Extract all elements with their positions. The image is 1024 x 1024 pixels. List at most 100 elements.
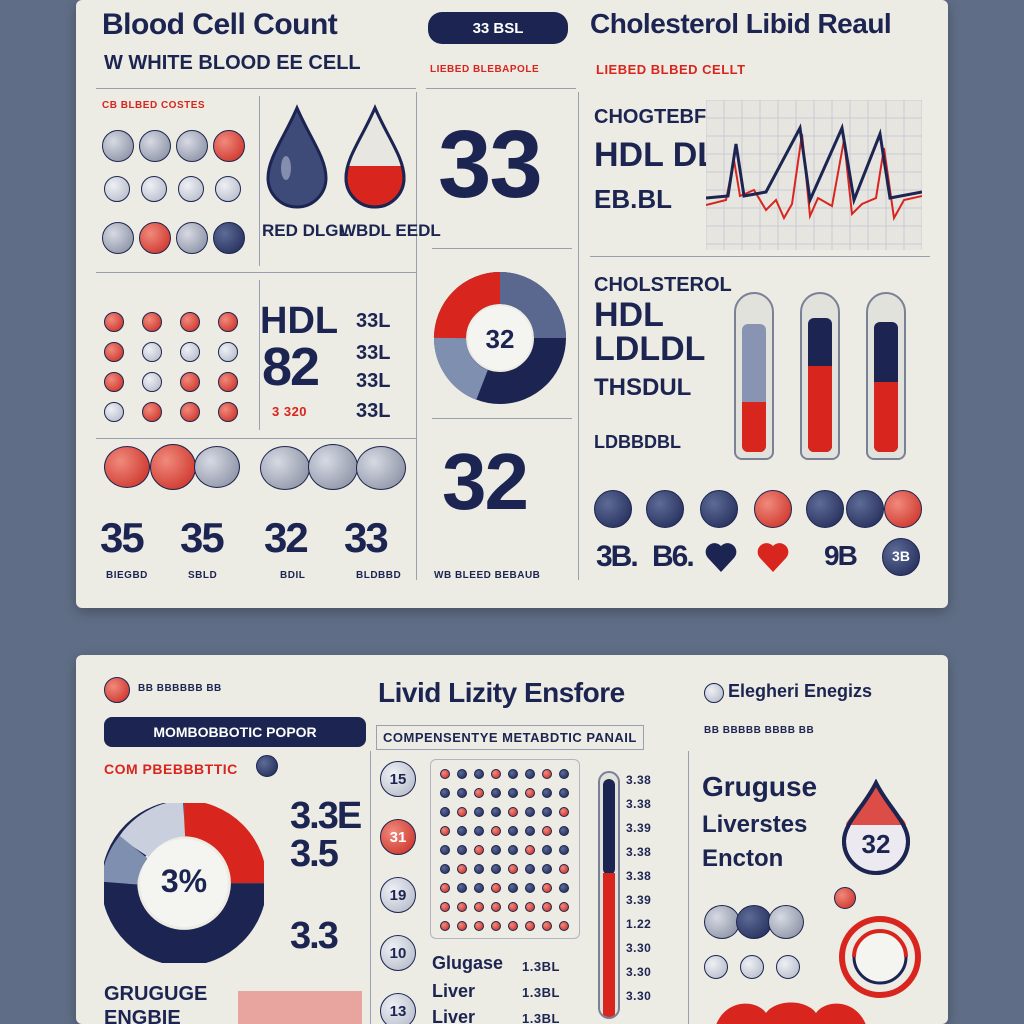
- right-word: Liverstes: [702, 811, 808, 838]
- matrix-dot: [474, 788, 484, 798]
- matrix-dot: [474, 807, 484, 817]
- divider: [432, 248, 572, 249]
- blood-cell-icon: [142, 342, 162, 362]
- blood-cell-icon: [142, 402, 162, 422]
- matrix-dot: [559, 921, 569, 931]
- cell-cluster-icon: [704, 905, 740, 939]
- matrix-dot: [474, 864, 484, 874]
- matrix-dot: [508, 769, 518, 779]
- panel-value: 3.3E: [290, 795, 362, 837]
- matrix-dot: [542, 921, 552, 931]
- matrix-dot: [508, 807, 518, 817]
- hdl-value: 82: [262, 337, 320, 397]
- matrix-dot: [542, 807, 552, 817]
- info-icon: [704, 683, 724, 703]
- panel-value: 3.5: [290, 833, 339, 875]
- cell-icon: [704, 955, 728, 979]
- blood-cell-icon: [104, 342, 124, 362]
- blood-cell-icon: [180, 342, 200, 362]
- matrix-dot: [542, 883, 552, 893]
- metric-button[interactable]: [700, 490, 738, 528]
- matrix-dot: [457, 788, 467, 798]
- blood-cell-icon: [218, 372, 238, 392]
- mid-caption: WB BLEED BEBAUB: [434, 570, 541, 581]
- matrix-dot: [491, 902, 501, 912]
- count-value: 32: [264, 514, 309, 561]
- scale-tick-label: 3.38: [626, 845, 652, 859]
- matrix-dot: [457, 864, 467, 874]
- matrix-dot: [542, 902, 552, 912]
- metric-button-label: 3B: [892, 548, 910, 564]
- matrix-dot: [474, 921, 484, 931]
- drop-label-red: RED DLGL: [262, 221, 349, 240]
- hdl-row: 33L: [356, 342, 391, 364]
- matrix-dot: [491, 826, 501, 836]
- card-subtitle: W WHITE BLOOD EE CELL: [104, 52, 361, 74]
- header-pill-badge[interactable]: 33 BSL: [428, 12, 568, 44]
- matrix-dot: [440, 807, 450, 817]
- bottom-label: GRUGUGE: [104, 983, 208, 1005]
- metric-button[interactable]: [882, 538, 920, 576]
- matrix-dot: [440, 845, 450, 855]
- chol-line: CHOLSTEROL: [594, 274, 732, 296]
- matrix-dot: [508, 883, 518, 893]
- heart-icon: [757, 543, 789, 572]
- metric-button-label: B6.: [652, 540, 695, 573]
- chol-line: CHOGTEBF: [594, 106, 707, 128]
- test-tube-icon: [734, 292, 774, 460]
- metric-button[interactable]: [754, 490, 792, 528]
- blood-section-tag: CB BLBED COSTES: [102, 100, 206, 111]
- matrix-dot: [440, 883, 450, 893]
- blood-drop-icon: [344, 104, 406, 209]
- list-value: 1.3BL: [522, 959, 560, 974]
- circle-number[interactable]: 15: [380, 761, 416, 797]
- blood-cell-icon: [215, 176, 241, 202]
- circle-number[interactable]: 13: [380, 993, 416, 1024]
- circle-number[interactable]: 31: [380, 819, 416, 855]
- thermometer-gauge: [598, 771, 620, 1019]
- matrix-dot: [457, 845, 467, 855]
- panel-pill[interactable]: MOMBOBBOTIC POPOR: [104, 717, 366, 747]
- metric-button[interactable]: [846, 490, 884, 528]
- blood-cell-icon: [104, 372, 124, 392]
- matrix-dot: [525, 826, 535, 836]
- matrix-dot: [542, 845, 552, 855]
- metric-button[interactable]: [884, 490, 922, 528]
- matrix-dot: [491, 845, 501, 855]
- count-caption: BLDBBD: [356, 570, 402, 581]
- matrix-dot: [491, 921, 501, 931]
- donut-chart: [433, 272, 566, 404]
- chol-line: LDBBDBL: [594, 432, 681, 452]
- hdl-note: 3 320: [272, 404, 308, 419]
- cell-cluster-icon: [260, 446, 310, 490]
- matrix-dot: [457, 769, 467, 779]
- list-value: 1.3BL: [522, 985, 560, 1000]
- circle-number[interactable]: 10: [380, 935, 416, 971]
- red-section-tag: LIEBED BLEBAPOLE: [430, 64, 540, 75]
- metric-button[interactable]: [646, 490, 684, 528]
- circle-number[interactable]: 19: [380, 877, 416, 913]
- blood-cell-icon: [102, 222, 134, 254]
- metric-button[interactable]: [594, 490, 632, 528]
- matrix-dot: [457, 921, 467, 931]
- divider: [688, 751, 689, 1024]
- list-value: 1.3BL: [522, 1011, 560, 1024]
- blood-cell-icon: [176, 222, 208, 254]
- blood-cell-icon: [213, 130, 245, 162]
- card-title: Blood Cell Count: [102, 8, 338, 41]
- matrix-dot: [542, 826, 552, 836]
- metric-button[interactable]: [806, 490, 844, 528]
- matrix-dot: [474, 845, 484, 855]
- blood-cell-icon: [176, 130, 208, 162]
- list-label: Glugase: [432, 953, 504, 973]
- scale-tick-label: 3.38: [626, 797, 652, 811]
- stacked-bar: [238, 991, 362, 1024]
- red-label: COM PBEBBBTTIC: [104, 761, 238, 777]
- matrix-dot: [559, 826, 569, 836]
- blood-cell-icon: [104, 176, 130, 202]
- matrix-dot: [525, 807, 535, 817]
- card-tag: BB BBBBBB BB: [138, 683, 222, 694]
- blood-cell-icon: [141, 176, 167, 202]
- matrix-dot: [491, 807, 501, 817]
- scale-tick-label: 1.22: [626, 917, 652, 931]
